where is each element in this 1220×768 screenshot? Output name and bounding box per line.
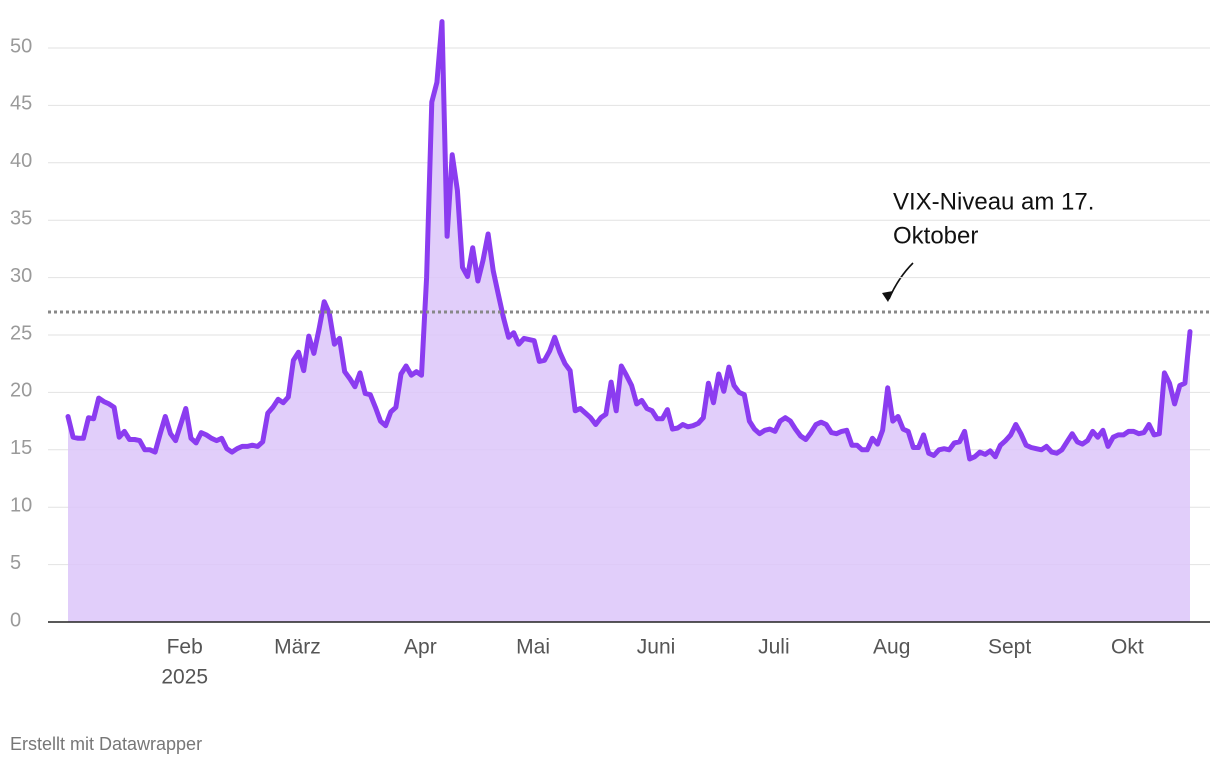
y-tick-label: 40	[10, 150, 32, 172]
y-tick-label: 45	[10, 93, 32, 115]
footer: Erstellt mit Datawrapper	[10, 734, 202, 754]
y-tick-label: 25	[10, 322, 32, 344]
x-tick-label: Sept	[988, 636, 1031, 659]
y-tick-label: 35	[10, 207, 32, 229]
x-tick-label: März	[274, 636, 321, 659]
x-tick-label: Feb	[167, 636, 203, 659]
annotation-arrowhead	[882, 291, 893, 302]
x-tick-label: Juni	[637, 636, 676, 659]
line	[65, 19, 1193, 462]
x-tick-label: Aug	[873, 636, 910, 659]
y-tick-label: 15	[10, 437, 32, 459]
x-tick-label: Juli	[758, 636, 790, 659]
x-tick-label: Apr	[404, 636, 437, 659]
x-tick-label: Mai	[516, 636, 550, 659]
y-tick-label: 10	[10, 494, 32, 516]
annotation: VIX-Niveau am 17.	[893, 188, 1094, 215]
annotation: Oktober	[893, 222, 978, 249]
area	[68, 21, 1190, 623]
x-year-label: 2025	[161, 666, 208, 689]
y-tick-label: 20	[10, 380, 32, 402]
annotation-arrow	[888, 262, 914, 300]
y-tick-label: 0	[10, 609, 21, 631]
y-tick-label: 5	[10, 552, 21, 574]
y-tick-label: 50	[10, 35, 32, 57]
x-tick-label: Okt	[1111, 636, 1144, 659]
y-tick-label: 30	[10, 265, 32, 287]
